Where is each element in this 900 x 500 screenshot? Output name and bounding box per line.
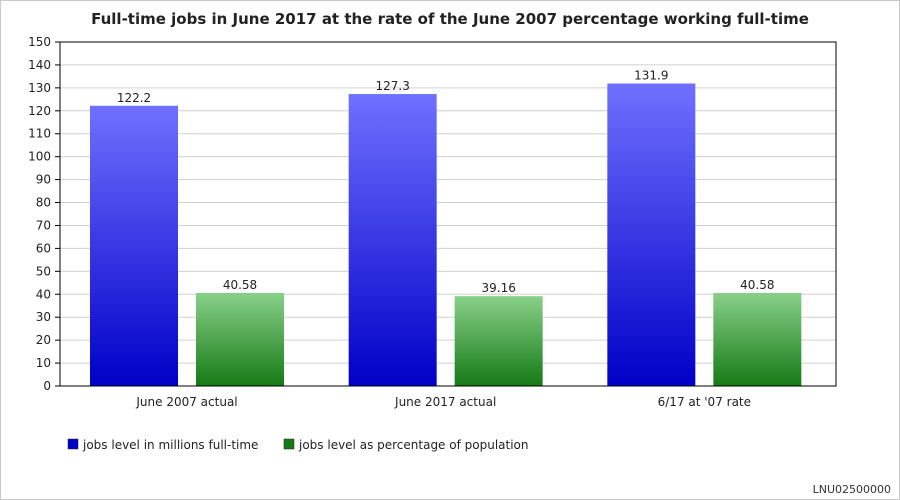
bar-value-label: 131.9 (634, 69, 668, 83)
bar (196, 292, 284, 386)
y-tick-label: 110 (28, 127, 51, 141)
legend-swatch (283, 438, 295, 450)
legend: jobs level in millions full-time jobs lev… (67, 438, 529, 452)
legend-label: jobs level as percentage of population (298, 438, 529, 452)
y-tick-label: 140 (28, 58, 51, 72)
bars (90, 83, 802, 387)
grid-lines (60, 64, 836, 364)
x-tick-label: 6/17 at '07 rate (658, 395, 751, 409)
bar (348, 94, 437, 387)
y-tick-label: 90 (36, 173, 51, 187)
x-tick-label: June 2007 actual (135, 395, 237, 409)
y-tick-label: 20 (36, 333, 51, 347)
bar (607, 83, 696, 386)
y-tick-label: 150 (28, 35, 51, 49)
bar (90, 105, 178, 386)
data-labels: 122.2 40.58 127.3 39.16 131.9 40.58 (117, 69, 775, 296)
bar (713, 292, 802, 386)
bar-value-label: 40.58 (740, 278, 774, 292)
y-axis-ticks: 0 10 20 30 40 50 60 70 80 90 100 110 120 130 140 150 (28, 35, 60, 393)
y-tick-label: 30 (36, 310, 51, 324)
y-tick-label: 60 (36, 241, 51, 255)
y-tick-label: 40 (36, 287, 51, 301)
chart-title: Full-time jobs in June 2017 at the rate … (91, 10, 809, 28)
x-axis-ticks: June 2007 actual June 2017 actual 6/17 at … (135, 395, 751, 409)
series-id-label: LNU02500000 (813, 483, 891, 496)
y-tick-label: 120 (28, 104, 51, 118)
bar (454, 296, 543, 386)
bar-value-label: 40.58 (223, 278, 257, 292)
bar-value-label: 127.3 (375, 79, 409, 93)
y-tick-label: 100 (28, 150, 51, 164)
y-tick-label: 130 (28, 81, 51, 95)
legend-swatch (67, 438, 79, 450)
plot-area-border (59, 41, 837, 387)
bar-value-label: 122.2 (117, 91, 151, 105)
legend-label: jobs level in millions full-time (82, 438, 258, 452)
y-tick-label: 10 (36, 356, 51, 370)
y-tick-label: 70 (36, 218, 51, 232)
y-tick-label: 80 (36, 196, 51, 210)
x-tick-label: June 2017 actual (394, 395, 496, 409)
bar-value-label: 39.16 (481, 281, 515, 295)
y-tick-label: 50 (36, 264, 51, 278)
y-tick-label: 0 (43, 379, 51, 393)
